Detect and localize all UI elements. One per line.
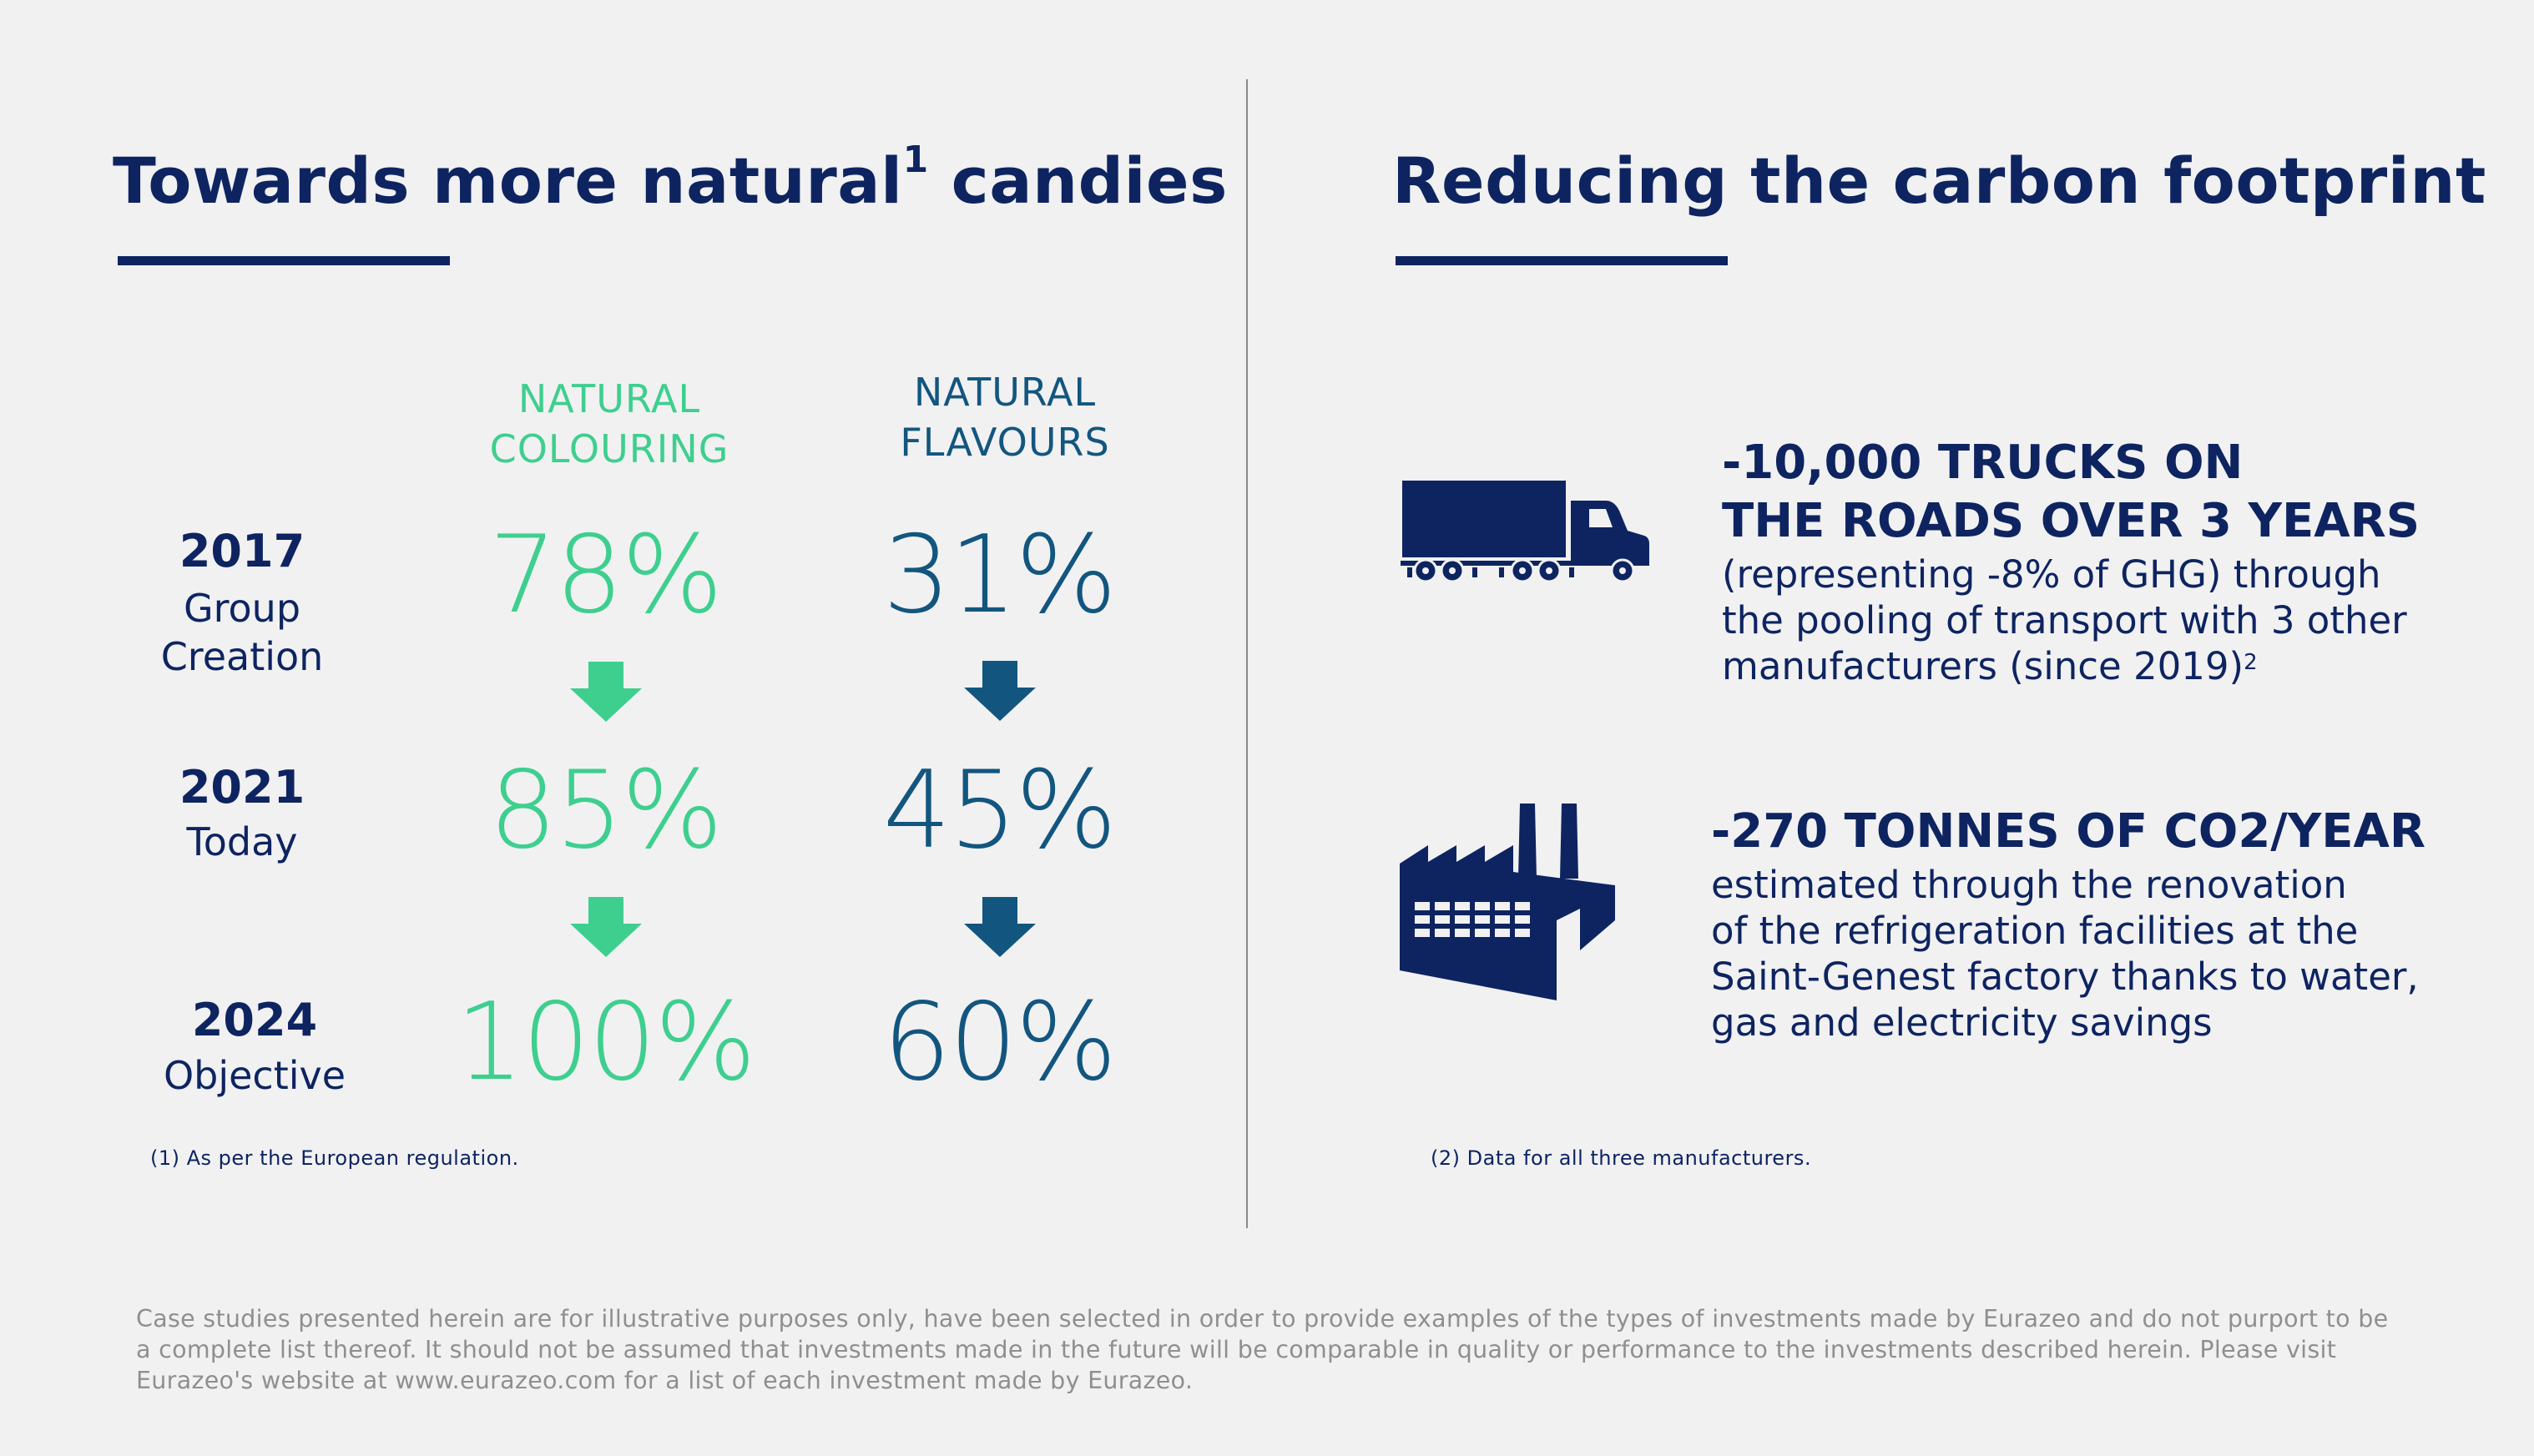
factory-heading: -270 TONNES OF CO2/YEAR [1711,803,2425,861]
column-header-colouring-line1: NATURAL [517,376,701,421]
arrow-down-icon [570,662,642,722]
arrow-down-icon [570,897,642,957]
row-year-2024: 2024 [191,994,318,1046]
column-header-flavours-line1: NATURAL [913,370,1097,415]
truck-heading-line1: -10,000 TRUCKS ON [1722,436,2244,490]
truck-body-line3: manufacturers (since 2019) [1722,644,2244,688]
disclaimer-line1: Case studies presented herein are for il… [136,1305,2389,1333]
truck-heading: -10,000 TRUCKS ON THE ROADS OVER 3 YEARS [1722,434,2420,551]
value-flavours-2024: 60% [882,980,1118,1105]
footnote-1: (1) As per the European regulation. [150,1146,519,1170]
disclaimer: Case studies presented herein are for il… [136,1303,2440,1396]
value-flavours-2021: 45% [882,748,1118,873]
disclaimer-line2: a complete list thereof. It should not b… [136,1336,2337,1363]
column-header-flavours: NATURAL FLAVOURS [830,367,1180,467]
row-label-2024: Objective [117,1051,392,1100]
left-title-sup: 1 [902,139,929,181]
truck-body-line2: the pooling of transport with 3 other [1722,598,2407,642]
truck-body-line1: (representing -8% of GHG) through [1722,552,2381,597]
truck-icon [1401,479,1651,591]
value-colouring-2017: 78% [488,513,724,637]
factory-body-line4: gas and electricity savings [1711,1000,2213,1045]
arrow-down-icon [964,661,1036,721]
factory-body-line2: of the refrigeration facilities at the [1711,909,2359,953]
row-label-2024-line1: Objective [163,1053,346,1098]
row-year-2021: 2021 [179,761,305,814]
panel-divider [1246,79,1248,1228]
disclaimer-line3: Eurazeo's website at www.eurazeo.com for… [136,1367,1194,1394]
left-title-rest: candies [928,144,1228,218]
row-year-2017: 2017 [179,525,305,577]
column-header-colouring-line2: COLOURING [489,426,729,471]
arrow-down-icon [964,897,1036,957]
right-title: Reducing the carbon footprint [1392,144,2486,218]
left-title: Towards more natural1 candies [113,139,1228,218]
factory-icon [1398,804,1617,1007]
right-title-underline [1396,256,1728,265]
column-header-colouring: NATURAL COLOURING [434,374,785,474]
footnote-2: (2) Data for all three manufacturers. [1431,1146,1812,1170]
truck-body: (representing -8% of GHG) through the po… [1722,552,2407,689]
factory-body-line3: Saint-Genest factory thanks to water, [1711,955,2419,999]
truck-heading-line2: THE ROADS OVER 3 YEARS [1722,494,2420,548]
row-label-2017: Group Creation [104,584,380,681]
row-label-2021: Today [104,818,380,866]
row-label-2017-line1: Group [183,586,301,631]
left-title-underline [118,256,450,265]
row-label-2017-line2: Creation [160,634,324,679]
factory-body-line1: estimated through the renovation [1711,863,2347,907]
left-title-text: Towards more natural [113,144,903,218]
factory-heading-line1: -270 TONNES OF CO2/YEAR [1711,804,2425,859]
value-colouring-2021: 85% [488,748,724,873]
truck-body-sup: 2 [2244,650,2258,675]
value-colouring-2024: 100% [456,980,756,1105]
factory-body: estimated through the renovation of the … [1711,862,2419,1045]
value-flavours-2017: 31% [882,513,1118,637]
column-header-flavours-line2: FLAVOURS [900,420,1110,465]
row-label-2021-line1: Today [186,819,298,864]
